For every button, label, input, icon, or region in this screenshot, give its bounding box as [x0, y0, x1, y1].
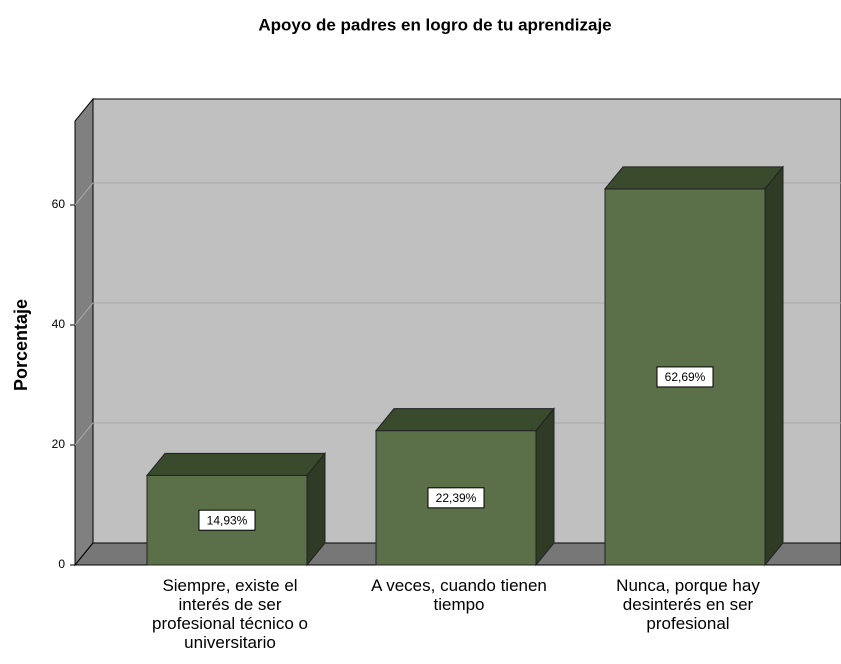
y-tick-label: 20 — [52, 437, 66, 451]
value-label: 22,39% — [436, 491, 477, 505]
value-label-box — [198, 509, 256, 531]
bar-side — [306, 452, 326, 567]
value-label: 62,69% — [665, 370, 706, 384]
value-label-box — [656, 366, 714, 388]
bar-top — [603, 166, 785, 190]
y-tick-label: 40 — [52, 317, 66, 331]
x-tick-label: A veces, cuando tienen tiempo — [371, 576, 547, 614]
value-label: 14,93% — [207, 513, 248, 527]
grid-line — [74, 422, 94, 446]
bar-top — [145, 452, 327, 476]
y-tick-label: 60 — [52, 197, 66, 211]
bar-side — [535, 407, 555, 567]
value-label-box — [427, 487, 485, 509]
y-axis-label: Porcentaje — [11, 299, 31, 391]
bar-top — [374, 408, 556, 432]
chart-title: Apoyo de padres en logro de tu aprendiza… — [258, 15, 611, 34]
grid-line — [74, 182, 94, 206]
grid-line — [74, 302, 94, 326]
y-tick-label: 0 — [58, 557, 65, 571]
x-tick-label: Siempre, existe el interés de ser profes… — [152, 576, 308, 652]
x-tick-label: Nunca, porque hay desinterés en ser prof… — [616, 576, 760, 633]
left-wall — [74, 97, 94, 567]
bar-side — [764, 165, 784, 567]
